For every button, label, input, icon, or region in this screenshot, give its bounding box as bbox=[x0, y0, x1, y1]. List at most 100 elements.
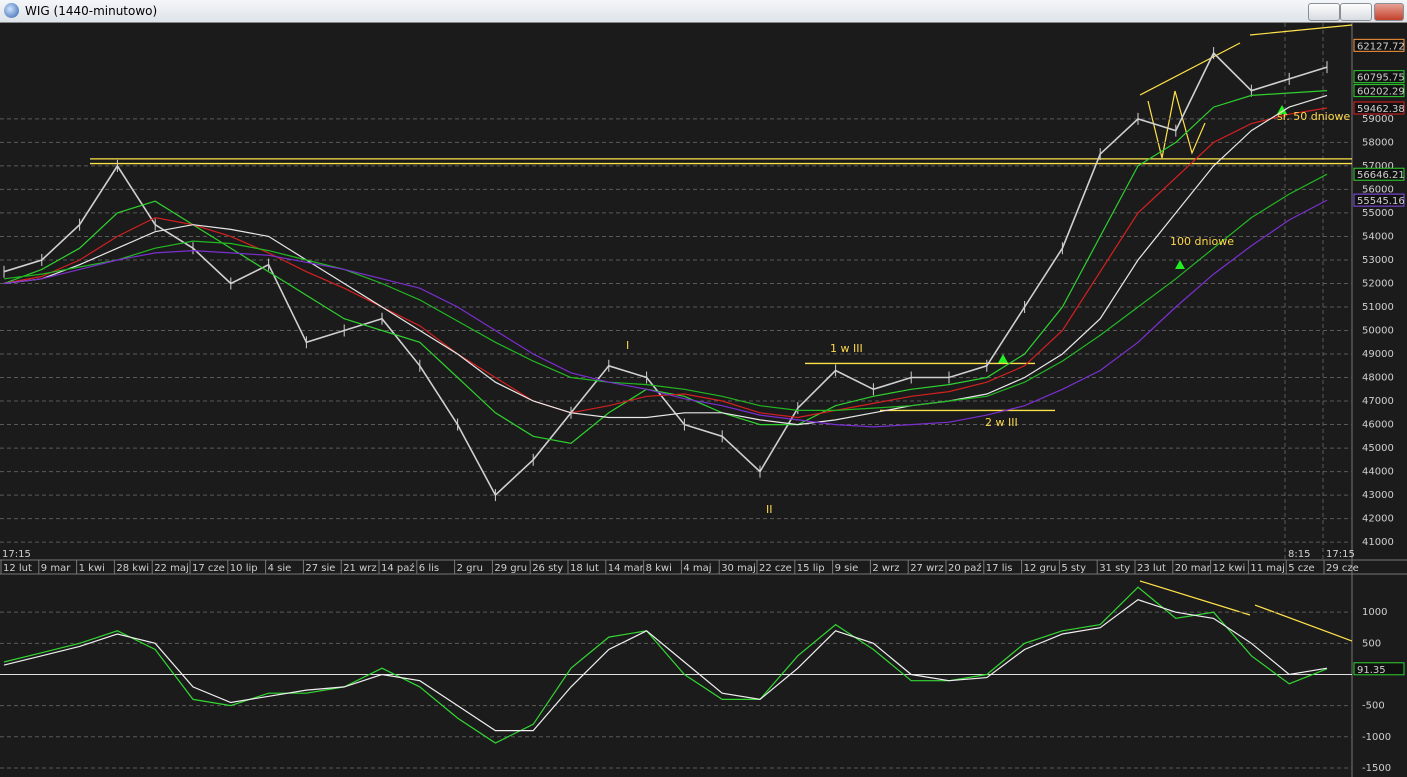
last-value-label: 59462.38 bbox=[1357, 104, 1405, 115]
x-tick-label: 27 wrz bbox=[910, 563, 943, 574]
y-tick-label: 49000 bbox=[1362, 349, 1394, 360]
x-tick-label: 26 sty bbox=[532, 563, 563, 574]
close-button[interactable] bbox=[1374, 3, 1404, 21]
y-tick-label: 54000 bbox=[1362, 231, 1394, 242]
y-tick-label: 1000 bbox=[1362, 607, 1387, 618]
trend-lines bbox=[1139, 24, 1353, 642]
indicator-line bbox=[3, 199, 1328, 428]
x-tick-label: 17 cze bbox=[192, 563, 225, 574]
x-tick-label: 5 sty bbox=[1061, 563, 1086, 574]
last-value-box bbox=[1353, 662, 1405, 676]
last-value-box bbox=[1353, 70, 1405, 84]
annotation: śr. 50 dniowe bbox=[1277, 110, 1350, 123]
last-value-box bbox=[1353, 167, 1405, 181]
y-tick-label: -1500 bbox=[1362, 763, 1391, 774]
price-line bbox=[3, 51, 1328, 497]
annotation: I bbox=[626, 339, 629, 352]
x-tick-label: 2 wrz bbox=[872, 563, 899, 574]
x-tick-label: 28 kwi bbox=[116, 563, 149, 574]
chart: 41000 42000 43000 44000 45000 46000 47000 48000… bbox=[0, 23, 1407, 777]
x-tick-label: 29 gru bbox=[494, 563, 527, 574]
annotation: II bbox=[766, 503, 773, 516]
last-value-box bbox=[1353, 38, 1405, 52]
last-value-label: 62127.72 bbox=[1357, 41, 1405, 52]
time-label: 17:15 bbox=[1326, 549, 1355, 560]
y-tick-label: 41000 bbox=[1362, 537, 1394, 548]
x-tick-label: 17 lis bbox=[986, 563, 1013, 574]
x-tick-label: 14 paź bbox=[381, 562, 415, 574]
minimize-button[interactable] bbox=[1308, 3, 1340, 21]
x-tick-label: 2 gru bbox=[457, 563, 483, 574]
indicator-line bbox=[3, 599, 1328, 732]
background bbox=[0, 23, 1407, 777]
window-title: WIG (1440-minutowo) bbox=[25, 4, 158, 18]
x-tick-label: 20 mar bbox=[1175, 563, 1212, 574]
y-tick-label: 53000 bbox=[1362, 255, 1394, 266]
app-icon bbox=[4, 3, 19, 18]
indicator-line bbox=[3, 586, 1328, 744]
x-tick-label: 20 paź bbox=[948, 562, 982, 574]
x-tick-label: 29 cze bbox=[1326, 563, 1359, 574]
annotation: 100 dniowe bbox=[1170, 235, 1234, 248]
x-tick-label: 22 maj bbox=[154, 563, 189, 574]
y-tick-label: 44000 bbox=[1362, 467, 1394, 478]
y-tick-label: 52000 bbox=[1362, 278, 1394, 289]
last-value-box bbox=[1353, 84, 1405, 98]
y-tick-label: 46000 bbox=[1362, 420, 1394, 431]
y-tick-label: 45000 bbox=[1362, 443, 1394, 454]
x-tick-label: 30 maj bbox=[721, 563, 756, 574]
indicator-line bbox=[3, 107, 1328, 419]
y-tick-label: 56000 bbox=[1362, 184, 1394, 195]
x-tick-label: 12 lut bbox=[3, 563, 32, 574]
x-tick-label: 23 lut bbox=[1137, 563, 1166, 574]
x-tick-label: 6 lis bbox=[419, 563, 439, 574]
y-tick-label: 55000 bbox=[1362, 208, 1394, 219]
last-value-box bbox=[1353, 101, 1405, 115]
annotation: 2 w III bbox=[985, 416, 1018, 429]
indicator-line bbox=[3, 173, 1328, 411]
time-label: 8:15 bbox=[1288, 549, 1310, 560]
arrows bbox=[998, 105, 1287, 363]
title-bar: WIG (1440-minutowo) bbox=[0, 0, 1407, 23]
x-tick-label: 9 mar bbox=[41, 563, 71, 574]
x-tick-label: 4 maj bbox=[683, 563, 711, 574]
y-tick-label: 48000 bbox=[1362, 373, 1394, 384]
y-tick-label: 42000 bbox=[1362, 514, 1394, 525]
x-tick-label: 31 sty bbox=[1099, 563, 1130, 574]
x-tick-label: 18 lut bbox=[570, 563, 599, 574]
last-value-label: 56646.21 bbox=[1357, 170, 1405, 181]
x-tick-label: 11 maj bbox=[1250, 563, 1285, 574]
x-tick-label: 4 sie bbox=[268, 563, 292, 574]
x-tick-label: 14 mar bbox=[608, 563, 645, 574]
y-tick-label: 59000 bbox=[1362, 114, 1394, 125]
x-tick-label: 10 lip bbox=[230, 563, 258, 574]
last-value-label: 91.35 bbox=[1357, 665, 1386, 676]
indicator-line bbox=[3, 90, 1328, 445]
x-tick-label: 5 cze bbox=[1288, 563, 1314, 574]
y-tick-label: 50000 bbox=[1362, 325, 1394, 336]
y-tick-label: 51000 bbox=[1362, 302, 1394, 313]
x-tick-label: 15 lip bbox=[797, 563, 825, 574]
y-tick-label: 500 bbox=[1362, 638, 1381, 649]
x-tick-label: 22 cze bbox=[759, 563, 792, 574]
x-tick-label: 9 sie bbox=[835, 563, 859, 574]
x-tick-label: 1 kwi bbox=[79, 563, 105, 574]
last-value-label: 60202.29 bbox=[1357, 87, 1405, 98]
annotation: 1 w III bbox=[830, 342, 863, 355]
y-tick-label: 57000 bbox=[1362, 161, 1394, 172]
y-tick-label: 58000 bbox=[1362, 137, 1394, 148]
x-tick-label: 12 gru bbox=[1024, 563, 1057, 574]
time-label: 17:15 bbox=[2, 549, 31, 560]
indicator-line bbox=[3, 94, 1328, 426]
last-value-label: 60795.75 bbox=[1357, 73, 1405, 84]
y-tick-label: 43000 bbox=[1362, 490, 1394, 501]
y-tick-label: -500 bbox=[1362, 701, 1385, 712]
y-tick-label: -1000 bbox=[1362, 732, 1391, 743]
x-tick-label: 27 sie bbox=[305, 563, 335, 574]
x-tick-label: 8 kwi bbox=[646, 563, 672, 574]
last-value-box bbox=[1353, 193, 1405, 207]
last-value-label: 55545.16 bbox=[1357, 196, 1405, 207]
y-tick-label: 47000 bbox=[1362, 396, 1394, 407]
restore-button[interactable] bbox=[1340, 3, 1372, 21]
